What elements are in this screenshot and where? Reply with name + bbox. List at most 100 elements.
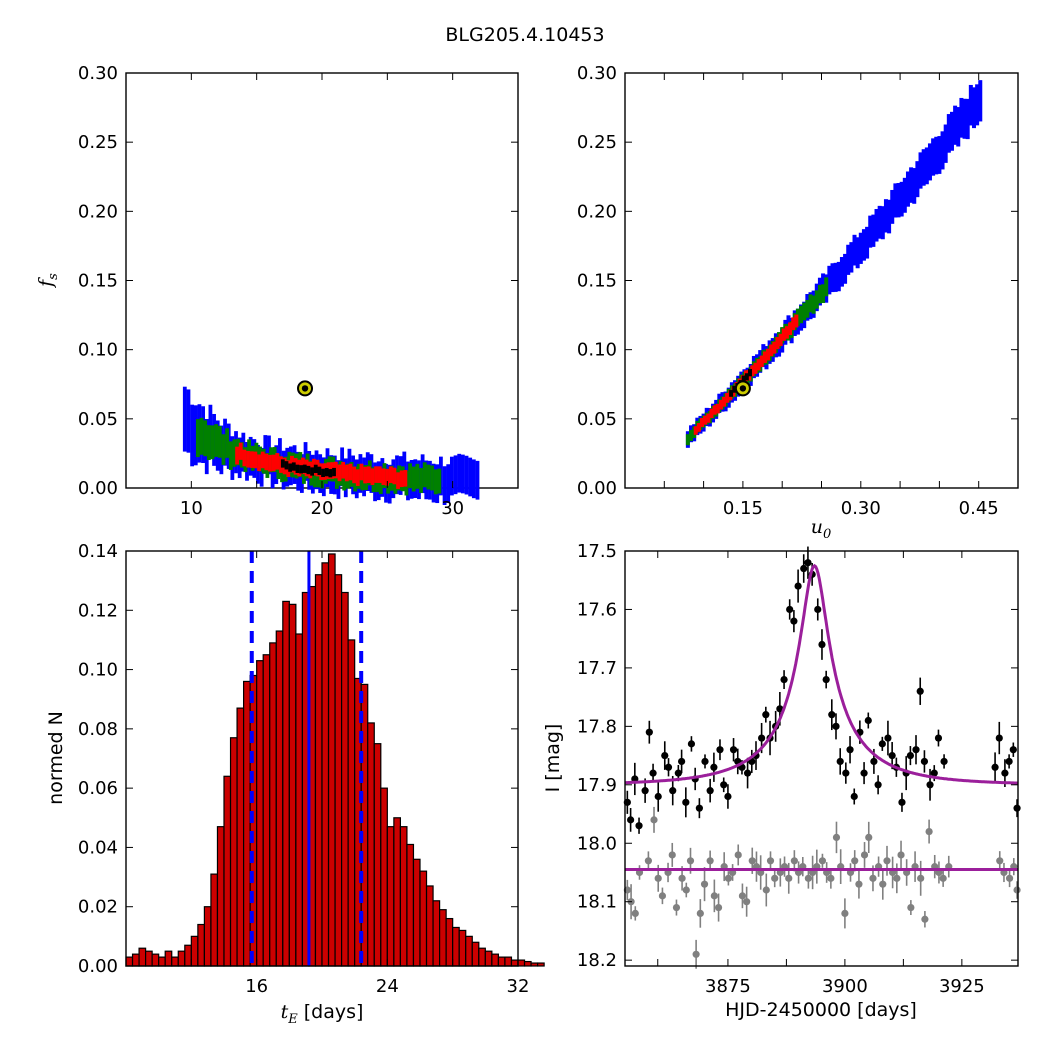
red-cell xyxy=(696,423,701,432)
black-data-point xyxy=(842,769,850,777)
blue-cell xyxy=(464,455,469,495)
histogram-bar xyxy=(314,574,323,967)
green-cell xyxy=(411,466,416,492)
red-cell xyxy=(257,454,261,472)
blue-cell xyxy=(849,242,854,273)
black-data-point xyxy=(850,792,858,801)
grey-data-point xyxy=(785,874,793,882)
blue-cell xyxy=(865,226,870,259)
y-tick-label: 0.06 xyxy=(78,778,118,799)
black-data-point xyxy=(674,769,682,777)
blue-cell xyxy=(846,244,851,275)
blue-cell xyxy=(968,84,973,126)
red-cell xyxy=(791,317,796,331)
blue-cell xyxy=(855,237,860,269)
green-cell xyxy=(685,434,690,446)
histogram-bar xyxy=(151,953,160,967)
blue-cell xyxy=(871,214,876,247)
grey-data-point xyxy=(644,857,652,865)
red-cell xyxy=(722,396,727,407)
red-cell xyxy=(775,337,780,350)
grey-data-point xyxy=(865,833,873,842)
green-cell xyxy=(824,277,829,297)
black-data-point xyxy=(846,746,854,754)
y-tick-label: 18.2 xyxy=(577,950,617,971)
y-tick-label: 0.20 xyxy=(78,201,118,222)
blue-cell xyxy=(827,265,832,295)
green-cell xyxy=(802,302,807,321)
histogram-bar xyxy=(295,633,304,967)
grey-data-point xyxy=(804,874,813,882)
black-cell xyxy=(306,465,311,475)
histogram-bar xyxy=(229,737,238,967)
red-cell xyxy=(700,418,705,427)
black-data-point xyxy=(898,798,906,806)
y-axis-label: fs xyxy=(35,273,61,289)
red-cell xyxy=(377,466,382,483)
grey-data-point xyxy=(939,874,947,882)
black-data-point xyxy=(836,757,844,766)
red-cell xyxy=(703,415,708,425)
red-cell xyxy=(756,359,761,371)
black-data-point xyxy=(920,757,929,766)
histogram-bar xyxy=(373,743,382,967)
histogram-bar xyxy=(439,909,447,967)
grey-data-point xyxy=(696,909,704,917)
red-cell xyxy=(794,314,799,328)
axis-ticks: 3875 3900 3925 17.5 17.6 17.7 17.8 17.9 18.0 18.1… xyxy=(577,541,1018,997)
blue-cell xyxy=(956,107,961,147)
black-data-point xyxy=(649,769,657,777)
blue-cell xyxy=(896,182,901,218)
histogram-bar xyxy=(327,553,336,967)
black-data-point xyxy=(682,798,690,806)
black-data-point xyxy=(729,746,738,754)
model-curve xyxy=(625,563,1019,785)
histogram-bar xyxy=(223,775,232,967)
blue-cell xyxy=(457,453,462,493)
green-cell xyxy=(799,305,804,324)
black-cell xyxy=(328,469,333,478)
black-data-point xyxy=(710,763,718,771)
y-tick-label: 17.5 xyxy=(577,541,617,562)
green-cell xyxy=(214,424,219,457)
black-data-point xyxy=(912,746,920,754)
grey-data-point xyxy=(766,857,775,865)
blue-cell xyxy=(927,143,932,181)
red-cell xyxy=(693,426,698,435)
histogram-bar xyxy=(412,858,421,967)
black-data-point xyxy=(645,728,653,736)
grey-data-point xyxy=(1005,874,1014,882)
black-data-point xyxy=(884,734,892,742)
x-tick-label: 0.15 xyxy=(723,498,763,519)
y-tick-label: 0.00 xyxy=(78,956,118,977)
histogram-bar xyxy=(517,959,526,967)
black-data-point xyxy=(790,617,798,625)
x-tick-label: 24 xyxy=(376,976,399,997)
y-tick-label: 0.14 xyxy=(78,541,118,562)
histogram-bar xyxy=(334,574,343,967)
grey-data-point xyxy=(658,892,667,900)
green-cell xyxy=(199,417,204,455)
black-data-point xyxy=(934,734,943,742)
black-data-point xyxy=(1009,746,1017,754)
blue-cell xyxy=(182,386,187,452)
histogram-bar xyxy=(491,953,500,967)
black-data-point xyxy=(804,559,812,567)
red-cell xyxy=(344,464,349,482)
blue-cell xyxy=(959,97,964,138)
y-tick-label: 0.00 xyxy=(577,478,617,499)
green-cell xyxy=(232,439,237,467)
red-cell xyxy=(715,403,720,414)
y-tick-label: 18.0 xyxy=(577,833,617,854)
x-tick-label: 16 xyxy=(245,976,268,997)
grey-data-point xyxy=(668,851,676,859)
histogram-bar xyxy=(465,935,473,967)
grey-data-point xyxy=(996,857,1004,865)
y-tick-label: 0.30 xyxy=(78,63,118,84)
black-data-point xyxy=(940,757,948,766)
black-data-point xyxy=(864,716,872,725)
black-data-point xyxy=(888,751,896,760)
black-cell xyxy=(332,467,336,477)
grey-data-point xyxy=(724,874,732,882)
histogram-bar xyxy=(164,950,173,967)
